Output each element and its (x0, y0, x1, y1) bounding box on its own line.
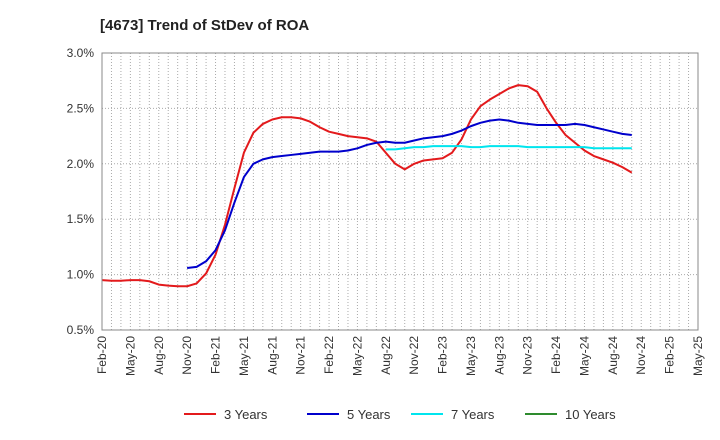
plot-frame (101, 52, 699, 331)
x-tick-label: Feb-23 (436, 336, 450, 374)
y-tick-label: 0.5% (67, 323, 95, 337)
x-tick-label: Nov-24 (634, 336, 648, 375)
legend-label: 3 Years (224, 407, 268, 422)
x-tick-label: Nov-23 (521, 336, 535, 375)
x-tick-label: May-22 (350, 336, 364, 376)
y-tick-label: 2.0% (67, 157, 95, 171)
y-tick-label: 1.5% (67, 212, 95, 226)
series-line (385, 145, 632, 151)
x-tick-label: May-20 (123, 336, 137, 376)
series-lines (101, 84, 633, 288)
x-tick-label: Nov-20 (180, 336, 194, 375)
chart-title: [4673] Trend of StDev of ROA (100, 17, 309, 34)
y-tick-label: 2.5% (67, 101, 95, 115)
legend-label: 5 Years (347, 407, 391, 422)
legend: 3 Years 5 Years 7 Years 10 Years (184, 407, 616, 422)
legend-label: 10 Years (565, 407, 616, 422)
grid (102, 52, 698, 331)
y-axis: 0.5% 1.0% 1.5% 2.0% 2.5% 3.0% (67, 46, 95, 337)
y-tick-label: 1.0% (67, 268, 95, 282)
x-tick-label: Aug-24 (606, 336, 620, 375)
series-line (187, 118, 632, 269)
x-tick-label: Feb-24 (549, 336, 563, 374)
x-tick-label: Aug-20 (152, 336, 166, 375)
x-tick-label: Feb-25 (663, 336, 677, 374)
x-tick-label: Feb-20 (95, 336, 109, 374)
x-axis: Feb-20 May-20 Aug-20 Nov-20 Feb-21 May-21 Aug-… (95, 336, 705, 376)
x-tick-label: May-21 (237, 336, 251, 376)
y-tick-label: 3.0% (67, 46, 95, 60)
x-tick-label: May-23 (464, 336, 478, 376)
x-tick-label: Aug-23 (492, 336, 506, 375)
series-line (101, 84, 633, 288)
x-tick-label: Feb-22 (322, 336, 336, 374)
x-tick-label: Feb-21 (209, 336, 223, 374)
x-tick-label: Aug-22 (379, 336, 393, 375)
x-tick-label: May-25 (691, 336, 705, 376)
legend-label: 7 Years (451, 407, 495, 422)
x-tick-label: Nov-22 (407, 336, 421, 375)
x-tick-label: Aug-21 (265, 336, 279, 375)
x-tick-label: May-24 (577, 336, 591, 376)
x-tick-label: Nov-21 (294, 336, 308, 375)
